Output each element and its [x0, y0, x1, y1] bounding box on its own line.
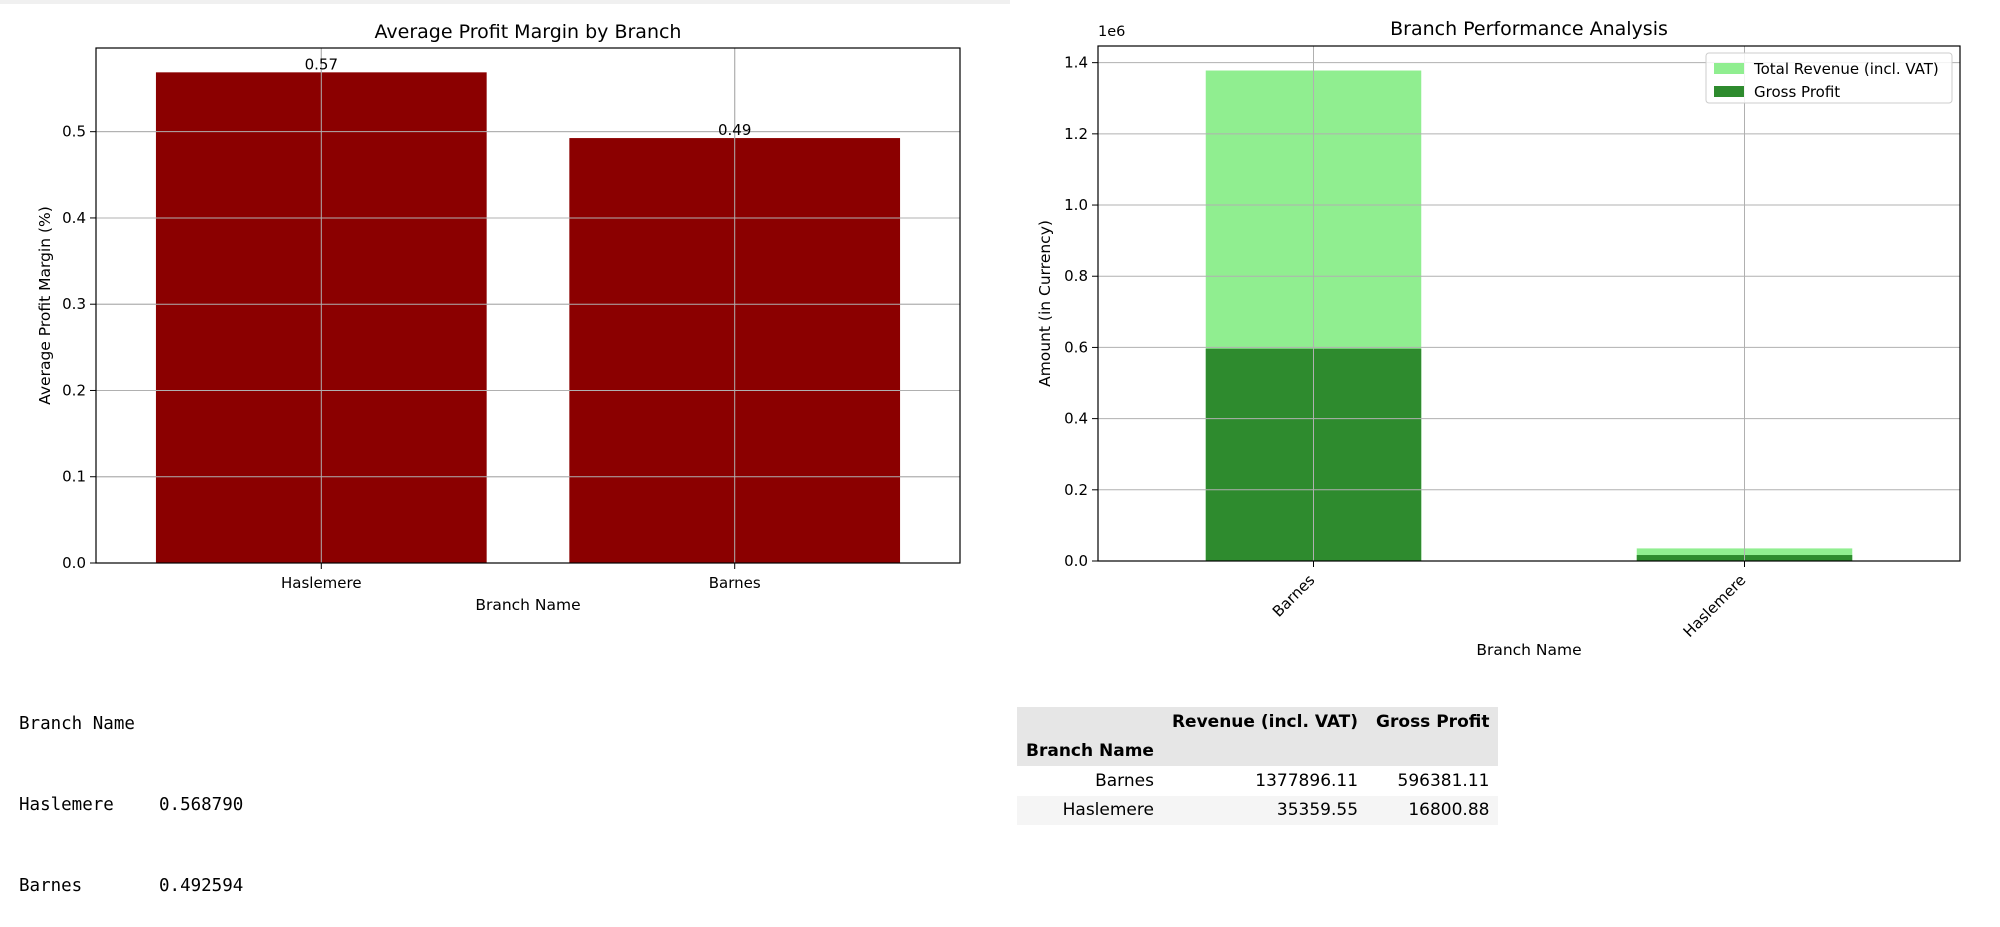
table-cell-revenue: 35359.55 [1162, 795, 1368, 825]
series-output: Branch Name Haslemere 0.568790 Barnes 0.49… [19, 657, 243, 927]
y-tick-label: 0.8 [1064, 267, 1088, 285]
chart-title: Branch Performance Analysis [1390, 18, 1668, 40]
y-tick-label: 0.3 [62, 295, 86, 313]
branch-performance-chart: 0.0 0.2 0.4 0.6 0.8 1.0 1.2 1.4 1e6 Barnes Hasleme… [1036, 18, 1961, 659]
y-tick-label: 0.1 [62, 468, 86, 486]
y-tick-label: 0.2 [1064, 481, 1088, 499]
table-index-name: Branch Name [1017, 736, 1163, 766]
table-header-profit: Gross Profit [1367, 707, 1499, 737]
x-tick-label: Haslemere [1680, 571, 1750, 641]
y-offset-label: 1e6 [1098, 24, 1125, 40]
y-tick-label: 0.6 [1064, 338, 1088, 356]
series-row-value: 0.568790 [159, 795, 244, 815]
table-cell-revenue: 1377896.11 [1255, 770, 1359, 791]
chart-title: Average Profit Margin by Branch [375, 21, 682, 43]
series-index-name: Branch Name [19, 714, 135, 734]
y-tick-label: 1.2 [1064, 125, 1088, 143]
cell-top-border [0, 0, 1010, 4]
y-tick-label: 0.0 [62, 554, 86, 572]
y-tick-label: 0.4 [1064, 410, 1088, 428]
y-tick-label: 0.4 [62, 209, 86, 227]
table-row: Haslemere 35359.55 16800.88 [1017, 795, 1499, 825]
legend-label: Gross Profit [1754, 83, 1840, 101]
y-tick-label: 0.2 [62, 381, 86, 399]
profit-margin-chart: 0.57 0.49 0.0 0.1 0.2 0.3 0.4 0.5 Haslemere Barne… [36, 21, 961, 614]
table-row-label: Barnes [1095, 770, 1154, 791]
legend-box [1705, 52, 1953, 104]
table-corner [1017, 707, 1163, 737]
table-cell-profit: 16800.88 [1367, 795, 1499, 825]
series-row-value: 0.492594 [159, 876, 244, 896]
data-label: 0.57 [305, 55, 338, 73]
table-row: Barnes 1377896.11 596381.11 [1017, 766, 1498, 796]
plot-frame [95, 47, 961, 564]
y-tick-label: 1.4 [1064, 54, 1088, 72]
y-axis-label: Average Profit Margin (%) [36, 206, 54, 405]
x-tick-label: Barnes [1269, 571, 1319, 621]
y-tick-label: 1.0 [1064, 196, 1088, 214]
x-tick-label: Haslemere [281, 574, 362, 592]
table-row-label: Haslemere [1017, 795, 1163, 825]
legend-label: Total Revenue (incl. VAT) [1753, 60, 1939, 78]
plot-frame [1097, 45, 1961, 562]
legend-swatch [1714, 86, 1744, 97]
data-label: 0.49 [718, 121, 751, 139]
legend-swatch [1714, 63, 1744, 74]
branch-summary-table: Revenue (incl. VAT) Gross Profit Branch … [1017, 707, 1499, 825]
table-header-revenue: Revenue (incl. VAT) [1162, 707, 1368, 737]
y-tick-label: 0.0 [1064, 552, 1088, 570]
series-row-name: Barnes [19, 876, 83, 896]
legend: Total Revenue (incl. VAT) Gross Profit [1705, 52, 1953, 104]
y-axis-label: Amount (in Currency) [1036, 220, 1054, 387]
x-tick-label: Barnes [709, 574, 761, 592]
y-tick-label: 0.5 [62, 123, 86, 141]
x-axis-label: Branch Name [475, 596, 580, 614]
table-cell-profit: 596381.11 [1397, 770, 1490, 791]
x-axis-label: Branch Name [1476, 641, 1581, 659]
series-row-name: Haslemere [19, 795, 114, 815]
